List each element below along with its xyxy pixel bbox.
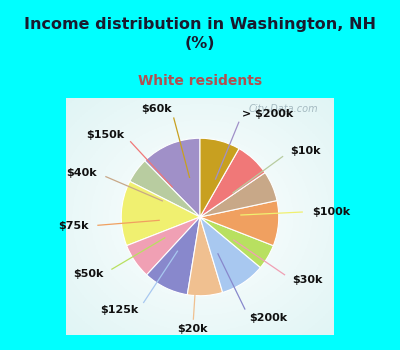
- Text: > $200k: > $200k: [242, 108, 294, 119]
- Wedge shape: [121, 181, 200, 246]
- Wedge shape: [200, 217, 260, 293]
- Wedge shape: [127, 217, 200, 275]
- Text: $10k: $10k: [290, 146, 321, 156]
- Wedge shape: [200, 201, 279, 246]
- Text: City-Data.com: City-Data.com: [249, 104, 319, 114]
- Wedge shape: [200, 149, 265, 217]
- Wedge shape: [200, 217, 273, 267]
- Wedge shape: [200, 173, 277, 217]
- Wedge shape: [145, 138, 200, 217]
- Text: $75k: $75k: [58, 221, 88, 231]
- Text: $100k: $100k: [312, 206, 350, 217]
- Text: $60k: $60k: [141, 104, 171, 114]
- Text: $30k: $30k: [292, 275, 323, 285]
- Text: $20k: $20k: [178, 324, 208, 334]
- Text: $50k: $50k: [73, 269, 104, 279]
- Wedge shape: [187, 217, 223, 296]
- Text: $150k: $150k: [86, 130, 124, 140]
- Text: $200k: $200k: [249, 313, 287, 323]
- Wedge shape: [200, 138, 239, 217]
- Text: White residents: White residents: [138, 74, 262, 88]
- Text: $125k: $125k: [100, 305, 138, 315]
- Wedge shape: [147, 217, 200, 295]
- Text: $40k: $40k: [66, 168, 97, 178]
- Text: Income distribution in Washington, NH
(%): Income distribution in Washington, NH (%…: [24, 17, 376, 51]
- Wedge shape: [130, 161, 200, 217]
